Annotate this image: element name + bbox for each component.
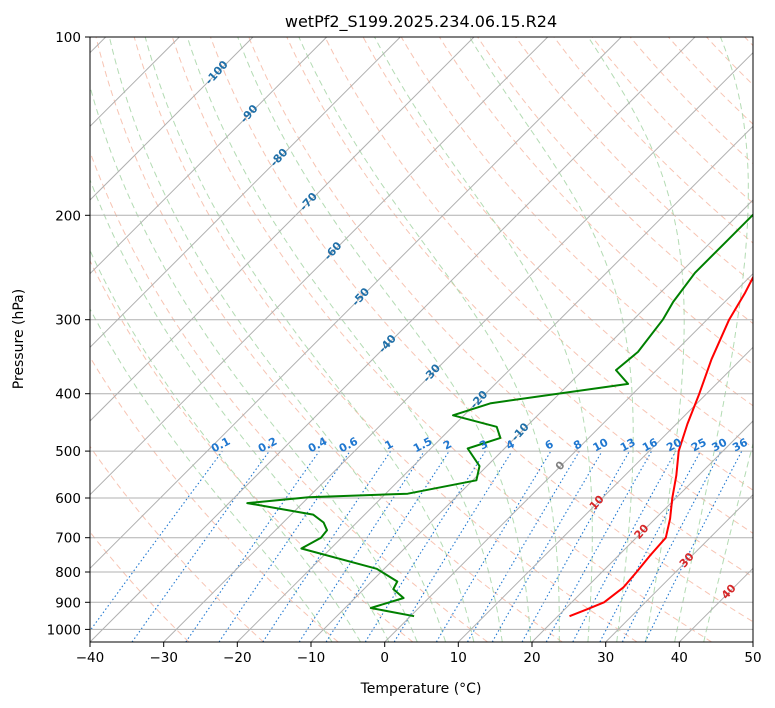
x-tick-label: 50 [744, 650, 761, 666]
chart-title: wetPf2_S199.2025.234.06.15.R24 [285, 12, 557, 32]
x-tick-label: −10 [297, 650, 326, 666]
x-tick-label: −20 [223, 650, 252, 666]
isotherm-line [605, 493, 753, 642]
y-tick-label: 300 [55, 313, 81, 329]
dry-adiabat [248, 37, 753, 578]
dry-adiabat [90, 259, 414, 642]
moist-adiabat [374, 37, 593, 642]
x-tick-label: −30 [149, 650, 178, 666]
temperature-line [569, 275, 753, 618]
x-tick-label: 30 [597, 650, 614, 666]
y-tick-label: 100 [55, 30, 81, 46]
isotherm-line [310, 199, 753, 642]
dry-adiabat [324, 37, 753, 491]
mixing-ratio-line [435, 450, 552, 642]
isotherm-line [90, 37, 475, 422]
mixing-ratio-line [185, 450, 320, 642]
mixing-ratio-label: 10 [591, 436, 611, 455]
mixing-ratio-line [572, 450, 677, 642]
mixing-ratio-label: 20 [664, 436, 684, 455]
isotherm-line [90, 37, 254, 201]
moist-adiabat [186, 37, 503, 642]
y-tick-label: 1000 [47, 622, 81, 638]
mixing-ratio-line [467, 450, 580, 642]
isotherm-line [163, 51, 753, 642]
dewpoint-line [246, 213, 753, 618]
profile-series [246, 213, 753, 618]
dry-adiabat [515, 37, 753, 284]
mixing-ratio-line [218, 450, 351, 642]
isotherm-line [457, 346, 753, 642]
x-tick-label: 40 [671, 650, 688, 666]
mixing-ratio-line [393, 450, 513, 642]
moist-adiabat [144, 37, 475, 642]
isotherm-line [90, 37, 549, 496]
dry-adiabat [210, 37, 753, 623]
x-tick-label: 20 [523, 650, 540, 666]
isotherm-line [384, 272, 753, 642]
axes: −40 −30 −20 −10 0 10 20 30 40 50 100 200 300 400 500 60… [47, 30, 762, 666]
x-tick-label: 0 [380, 650, 389, 666]
dry-adiabat [400, 37, 753, 407]
y-tick-label: 800 [55, 565, 81, 581]
isotherm-line [236, 125, 753, 642]
isotherm-line [90, 37, 328, 275]
isotherm-line [90, 37, 696, 642]
y-tick-label: 900 [55, 595, 81, 611]
y-tick-label: 600 [55, 491, 81, 507]
moist-adiabat [587, 37, 685, 642]
moist-adiabat [90, 84, 418, 642]
x-axis-title: Temperature (°C) [360, 681, 482, 697]
moist-adiabat [703, 441, 753, 642]
plot-background [90, 37, 753, 642]
moist-adiabat [90, 308, 333, 642]
dry-adiabat [171, 37, 712, 642]
mixing-ratio-label: 16 [640, 436, 660, 455]
y-tick-label: 700 [55, 531, 81, 547]
mixing-ratio-label: 30 [710, 436, 730, 455]
pressure-grid [90, 37, 753, 630]
dry-adiabat [95, 37, 563, 642]
isotherm-line [90, 37, 622, 570]
isotherm-line [90, 37, 401, 349]
mixing-ratio-label: 36 [730, 436, 750, 455]
mixing-ratio-line [491, 450, 603, 642]
moist-adiabat [108, 37, 446, 642]
background-reference-lines [90, 37, 753, 642]
mixing-ratio-label: 13 [618, 436, 638, 455]
dry-adiabat [629, 37, 753, 165]
y-axis-title: Pressure (hPa) [11, 289, 27, 389]
mixing-ratio-label: 25 [689, 436, 709, 455]
mixing-ratio-line [131, 450, 270, 642]
y-tick-label: 500 [55, 444, 81, 460]
y-tick-label: 200 [55, 208, 81, 224]
dry-adiabat [591, 37, 753, 204]
plot-frame [89, 36, 754, 643]
isotherm-line [531, 420, 753, 642]
dry-adiabat [90, 445, 264, 642]
x-tick-label: −40 [76, 650, 105, 666]
moist-adiabat [90, 178, 390, 642]
mixing-ratio-line [325, 450, 450, 642]
mixing-ratio-line [90, 450, 223, 632]
moist-adiabat [674, 37, 749, 642]
dry-adiabat [133, 37, 638, 642]
x-tick-label: 10 [450, 650, 467, 666]
dry-adiabat [477, 37, 753, 325]
y-tick-label: 400 [55, 387, 81, 403]
mixing-ratio-line [521, 450, 630, 642]
